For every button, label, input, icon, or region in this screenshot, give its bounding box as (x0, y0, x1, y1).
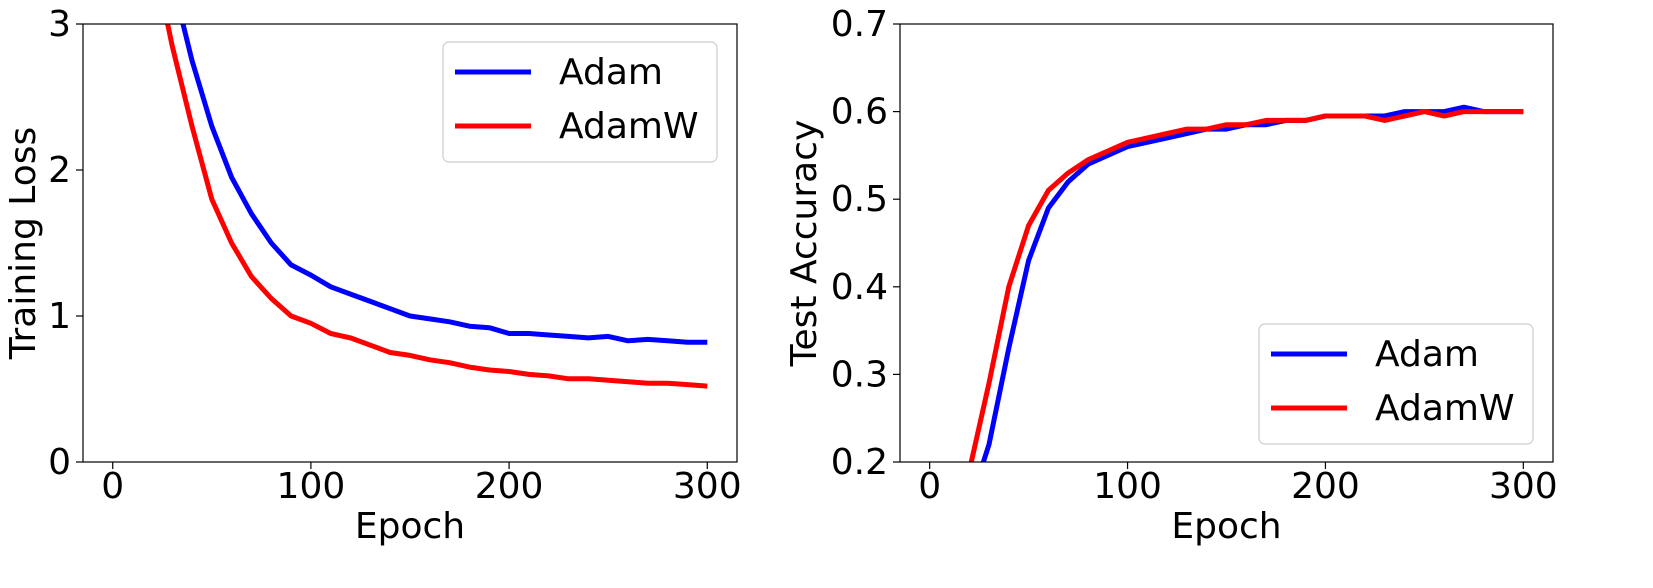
y-axis-label: Training Loss (3, 127, 44, 360)
y-tick-label: 0.6 (831, 92, 888, 133)
x-tick-label: 300 (1489, 466, 1558, 507)
plot-area (968, 104, 1524, 462)
y-tick-label: 0.7 (831, 4, 888, 45)
x-tick-label: 300 (673, 466, 742, 507)
y-tick-label: 0.2 (831, 442, 888, 483)
axes-frame (82, 23, 738, 463)
legend-label: AdamW (1375, 388, 1515, 429)
y-tick-label: 0.3 (831, 354, 888, 395)
legend-label: AdamW (559, 106, 699, 147)
y-tick-label: 2 (48, 150, 71, 191)
axes-frame (899, 23, 1554, 463)
x-axis-label: Epoch (1171, 506, 1281, 547)
data-line (968, 109, 1524, 462)
y-tick-label: 0.5 (831, 179, 888, 220)
data-line (165, 24, 708, 389)
x-tick-label: 0 (918, 466, 941, 507)
y-axis-label: Test Accuracy (784, 120, 825, 368)
y-tick-label: 3 (48, 4, 71, 45)
x-tick-label: 100 (277, 466, 346, 507)
x-axis-label: Epoch (355, 506, 465, 547)
x-tick-label: 0 (101, 466, 124, 507)
x-tick-label: 200 (1291, 466, 1360, 507)
legend-label: Adam (559, 52, 663, 93)
x-tick-label: 200 (475, 466, 544, 507)
y-tick-label: 0 (48, 442, 71, 483)
legend-label: Adam (1375, 334, 1479, 375)
y-tick-label: 0.4 (831, 267, 888, 308)
plot-area (165, 24, 708, 389)
y-tick-label: 1 (48, 296, 71, 337)
data-line (180, 24, 708, 345)
x-tick-label: 100 (1093, 466, 1162, 507)
